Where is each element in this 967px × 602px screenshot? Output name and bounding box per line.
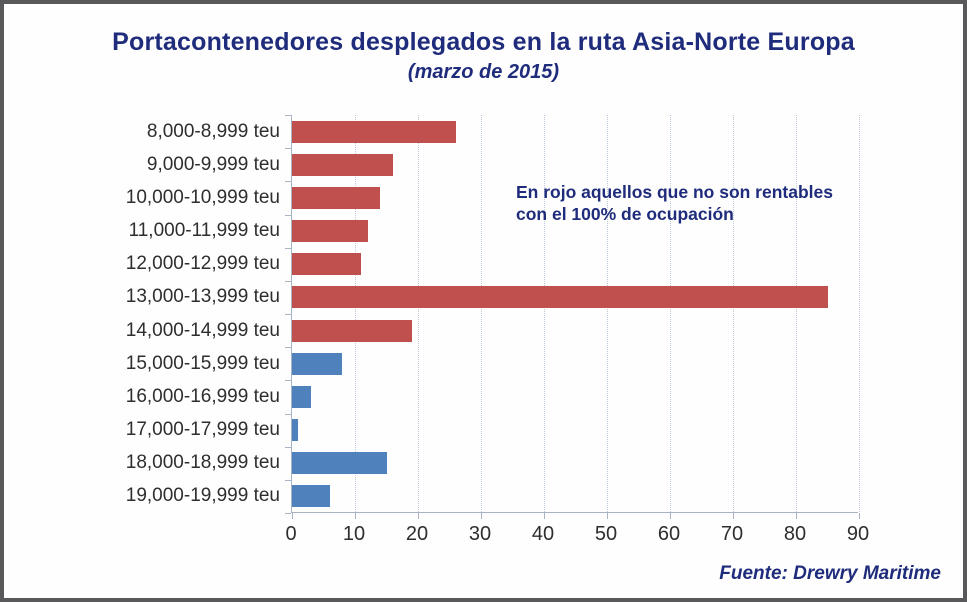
y-tick: [285, 214, 291, 216]
bar-13-000-13-999: [292, 286, 828, 309]
bar-14-000-14-999: [292, 319, 412, 342]
gridline-50: [607, 115, 608, 512]
x-axis-tick-label: 60: [657, 523, 681, 545]
gridline-70: [733, 115, 734, 512]
gridline-90: [859, 115, 860, 512]
category-labels: 8,000-8,999 teu 9,000-9,999 teu 10,000-10,…: [4, 115, 280, 513]
x-tick-10: [355, 513, 356, 519]
bar-9-000-9-999: [292, 153, 393, 176]
category-label: 13,000-13,999 teu: [125, 286, 280, 308]
bar-18-000-18-999: [292, 452, 387, 475]
x-tick-0: [292, 513, 293, 519]
y-tick: [285, 247, 291, 249]
y-tick: [285, 479, 291, 481]
category-label: 14,000-14,999 teu: [125, 319, 280, 341]
plot-area: [285, 115, 860, 519]
gridline-80: [796, 115, 797, 512]
gridline-40: [544, 115, 545, 512]
bar-19-000-19-999: [292, 485, 330, 508]
category-label: 9,000-9,999 teu: [146, 153, 280, 175]
gridline-60: [670, 115, 671, 512]
x-axis-labels: 0 10 20 30 40 50 60 70 80 90: [285, 517, 891, 549]
bar-15-000-15-999: [292, 352, 343, 375]
category-label: 17,000-17,999 teu: [125, 418, 280, 440]
source-note: Fuente: Drewry Maritime: [719, 563, 941, 584]
gridline-20: [418, 115, 419, 512]
category-label: 19,000-19,999 teu: [125, 485, 280, 507]
x-tick-60: [670, 513, 671, 519]
x-tick-50: [607, 513, 608, 519]
y-tick: [285, 446, 291, 448]
bar-10-000-10-999: [292, 186, 381, 209]
category-label: 15,000-15,999 teu: [125, 352, 280, 374]
annotation-note: En rojo aquellos que no son rentables co…: [516, 181, 896, 226]
bar-12-000-12-999: [292, 253, 362, 276]
y-tick: [285, 115, 291, 116]
x-axis-tick-label: 10: [342, 523, 366, 545]
bar-17-000-17-999: [292, 419, 299, 442]
category-label: 8,000-8,999 teu: [146, 120, 280, 142]
y-tick: [285, 181, 291, 183]
annotation-line-1: En rojo aquellos que no son rentables: [516, 182, 833, 202]
x-tick-80: [796, 513, 797, 519]
x-axis-tick-label: 70: [720, 523, 744, 545]
y-tick: [285, 380, 291, 382]
x-axis-tick-label: 30: [468, 523, 492, 545]
x-axis-tick-label: 80: [783, 523, 807, 545]
category-label: 16,000-16,999 teu: [125, 385, 280, 407]
x-axis-tick-label: 0: [285, 523, 297, 545]
bar-11-000-11-999: [292, 220, 368, 243]
y-tick: [285, 413, 291, 415]
y-tick: [285, 314, 291, 315]
x-tick-20: [418, 513, 419, 519]
gridline-10: [355, 115, 356, 512]
category-label: 18,000-18,999 teu: [125, 452, 280, 474]
x-tick-90: [859, 513, 860, 519]
y-tick: [285, 513, 291, 514]
category-label: 10,000-10,999 teu: [125, 186, 280, 208]
y-tick: [285, 148, 291, 150]
x-tick-40: [544, 513, 545, 519]
page-subtitle: (marzo de 2015): [407, 61, 560, 83]
category-label: 11,000-11,999 teu: [128, 220, 280, 242]
x-tick-70: [733, 513, 734, 519]
x-axis-tick-label: 40: [531, 523, 555, 545]
gridline-30: [481, 115, 482, 512]
x-axis-tick-label: 90: [846, 523, 870, 545]
category-label: 12,000-12,999 teu: [125, 253, 280, 275]
annotation-line-2: con el 100% de ocupación: [516, 204, 734, 225]
x-axis-tick-label: 50: [594, 523, 618, 545]
bar-8-000-8-999: [292, 120, 456, 143]
y-tick: [285, 347, 291, 349]
page-title: Portacontenedores desplegados en la ruta…: [112, 28, 855, 56]
bar-16-000-16-999: [292, 385, 311, 408]
x-axis-tick-label: 20: [405, 523, 429, 545]
x-tick-30: [481, 513, 482, 519]
y-tick: [285, 280, 291, 282]
